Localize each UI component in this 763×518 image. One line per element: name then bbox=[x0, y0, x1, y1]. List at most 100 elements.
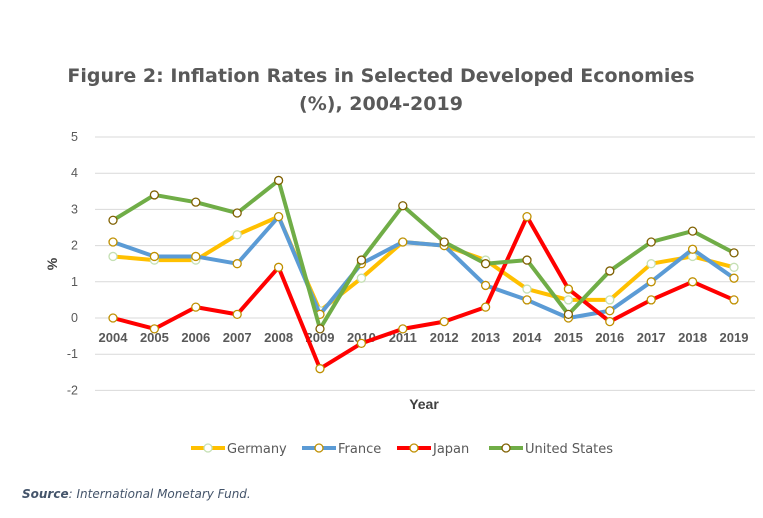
data-point bbox=[232, 230, 242, 240]
legend-label: Japan bbox=[432, 442, 469, 457]
data-point bbox=[522, 284, 532, 294]
data-point bbox=[232, 259, 242, 269]
data-point bbox=[439, 237, 449, 247]
data-point bbox=[149, 251, 160, 262]
source-note: Source: International Monetary Fund. bbox=[22, 487, 251, 501]
data-point bbox=[480, 302, 491, 312]
data-point bbox=[315, 364, 325, 374]
y-tick-label: -1 bbox=[67, 347, 78, 361]
data-point bbox=[108, 251, 118, 262]
x-axis-ticks: 2004 2005 2006 2007 2008 2009 2010 2011 2012 2013… bbox=[99, 330, 749, 345]
data-point bbox=[232, 208, 242, 218]
x-tick-label: 2012 bbox=[430, 330, 459, 345]
data-point bbox=[191, 251, 201, 262]
x-tick-label: 2017 bbox=[637, 330, 666, 345]
data-point bbox=[273, 175, 284, 186]
data-point bbox=[108, 215, 118, 225]
data-point bbox=[356, 255, 367, 265]
legend-item: France bbox=[302, 442, 381, 457]
y-axis-ticks: 5 4 3 2 1 0 -1 -2 bbox=[67, 130, 78, 397]
data-point bbox=[398, 324, 408, 334]
data-point bbox=[646, 277, 656, 287]
x-tick-label: 2008 bbox=[264, 330, 293, 345]
data-point bbox=[605, 295, 615, 305]
data-point bbox=[273, 211, 284, 222]
x-tick-label: 2016 bbox=[595, 330, 624, 345]
series-line bbox=[112, 214, 736, 320]
data-point bbox=[480, 259, 491, 269]
data-point bbox=[439, 316, 449, 327]
data-point bbox=[522, 295, 532, 305]
x-tick-label: 2009 bbox=[306, 330, 335, 345]
data-point bbox=[605, 266, 615, 276]
y-tick-label: 3 bbox=[71, 202, 78, 216]
data-point bbox=[149, 190, 160, 200]
data-point bbox=[191, 197, 201, 207]
chart-title-line-1: Figure 2: Inflation Rates in Selected De… bbox=[67, 65, 694, 87]
y-tick-label: 5 bbox=[71, 130, 78, 144]
x-axis-label: Year bbox=[409, 396, 439, 412]
data-point bbox=[646, 295, 656, 305]
data-point bbox=[687, 226, 698, 236]
legend-marker bbox=[314, 443, 324, 453]
data-point bbox=[729, 273, 739, 283]
legend-marker bbox=[409, 443, 419, 453]
x-tick-label: 2005 bbox=[140, 330, 169, 345]
data-point bbox=[646, 259, 656, 269]
data-point bbox=[729, 248, 739, 258]
x-tick-label: 2013 bbox=[471, 330, 500, 345]
data-point bbox=[398, 201, 408, 211]
legend-label: France bbox=[338, 442, 381, 457]
chart-title-line-2: (%), 2004-2019 bbox=[299, 93, 463, 115]
data-point bbox=[108, 313, 118, 323]
data-point bbox=[273, 262, 284, 272]
y-tick-label: 0 bbox=[71, 311, 78, 325]
gridlines bbox=[95, 136, 755, 391]
data-point bbox=[605, 306, 615, 316]
y-tick-label: -2 bbox=[67, 383, 78, 397]
x-tick-label: 2004 bbox=[99, 330, 129, 345]
data-point bbox=[563, 309, 574, 320]
data-point bbox=[522, 255, 532, 265]
x-tick-label: 2007 bbox=[223, 330, 252, 345]
data-point bbox=[729, 262, 739, 272]
series-line bbox=[112, 214, 735, 371]
y-tick-label: 4 bbox=[71, 166, 78, 180]
legend-marker bbox=[203, 443, 213, 453]
data-point bbox=[315, 324, 325, 334]
legend-item: United States bbox=[489, 442, 613, 457]
data-point bbox=[646, 237, 656, 247]
data-point bbox=[398, 237, 408, 247]
data-point bbox=[687, 277, 698, 287]
y-axis-label: % bbox=[44, 257, 60, 270]
data-point bbox=[356, 338, 367, 348]
data-point bbox=[232, 309, 242, 320]
x-tick-label: 2019 bbox=[720, 330, 749, 345]
data-point bbox=[522, 211, 532, 222]
series-lines bbox=[108, 175, 739, 374]
data-point bbox=[149, 324, 160, 334]
legend-label: United States bbox=[525, 442, 613, 457]
series-united-states bbox=[108, 175, 739, 334]
x-tick-label: 2014 bbox=[513, 330, 543, 345]
legend-item: Germany bbox=[191, 442, 287, 457]
data-point bbox=[605, 316, 615, 327]
legend-marker bbox=[501, 443, 511, 453]
series-germany bbox=[108, 211, 739, 316]
data-point bbox=[108, 237, 118, 247]
y-tick-label: 1 bbox=[71, 275, 78, 289]
data-point bbox=[563, 295, 574, 305]
data-point bbox=[480, 280, 491, 291]
x-tick-label: 2011 bbox=[389, 330, 417, 345]
data-point bbox=[563, 284, 574, 294]
x-tick-label: 2015 bbox=[554, 330, 583, 345]
x-tick-label: 2006 bbox=[181, 330, 210, 345]
data-point bbox=[729, 295, 739, 305]
x-tick-label: 2018 bbox=[678, 330, 707, 345]
series-japan bbox=[108, 211, 739, 374]
chart-title: Figure 2: Inflation Rates in Selected De… bbox=[67, 65, 694, 115]
y-tick-label: 2 bbox=[71, 239, 78, 253]
series-line bbox=[112, 214, 735, 313]
data-point bbox=[687, 244, 698, 254]
